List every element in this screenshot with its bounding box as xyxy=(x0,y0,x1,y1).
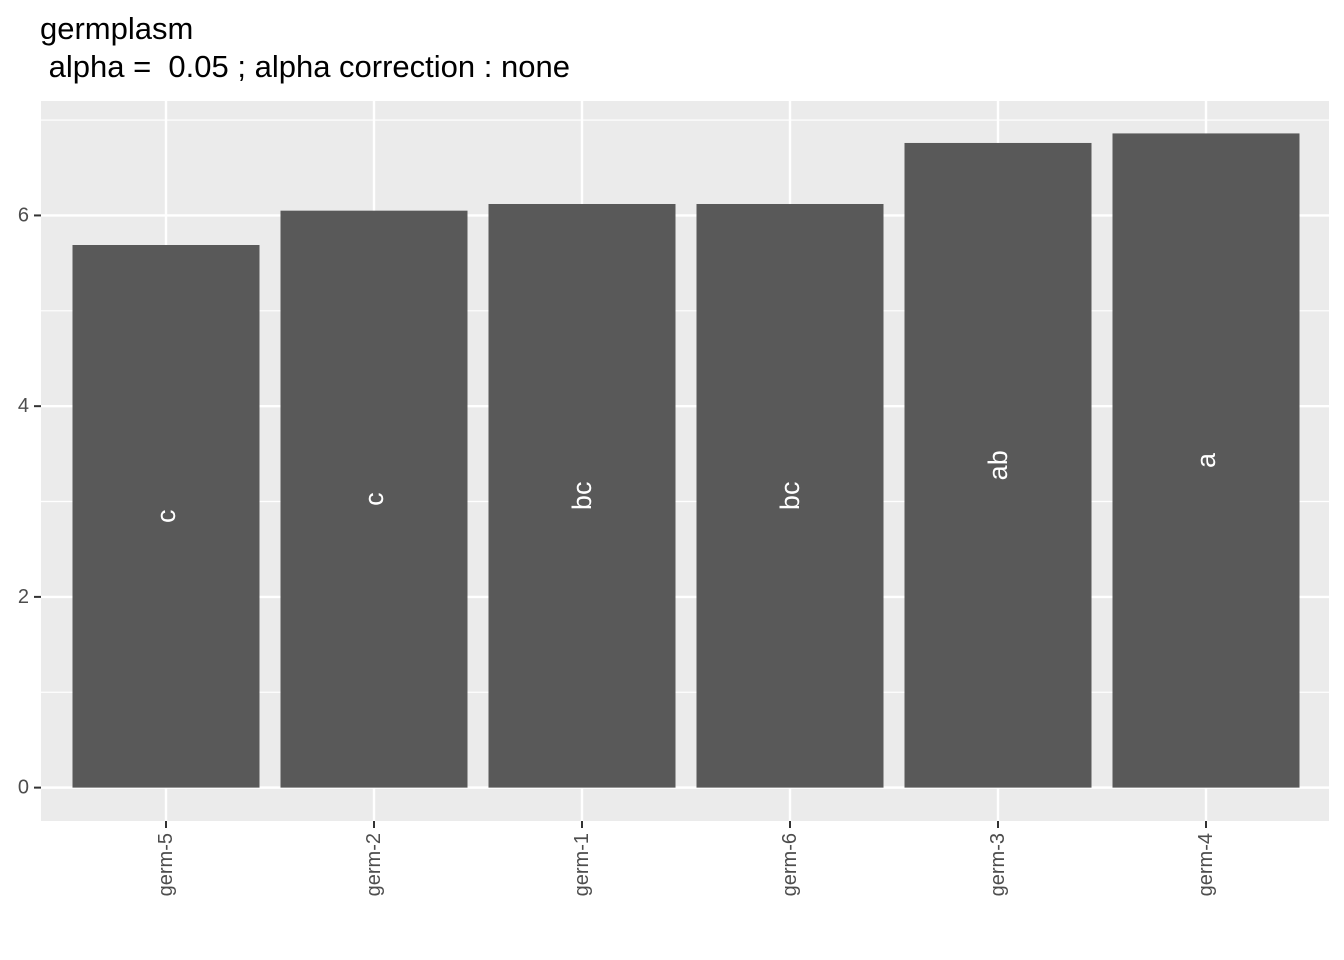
bar xyxy=(280,210,468,788)
x-tick-label: germ-4 xyxy=(1195,833,1217,896)
bars-layer: c c bc bc ab a xyxy=(72,133,1300,788)
x-tick-label: germ-2 xyxy=(363,833,385,896)
chart-subtitle: alpha = 0.05 ; alpha correction : none xyxy=(40,49,570,84)
bar-group-letter: ab xyxy=(983,450,1013,480)
bar xyxy=(696,203,884,788)
bar-group-letter: c xyxy=(151,510,181,524)
axis-layer: 0 2 4 6 germ-5 germ-2 germ-1 germ-6 germ-3 germ-4 xyxy=(18,204,1217,896)
bar xyxy=(1112,133,1300,788)
x-tick-label: germ-6 xyxy=(779,833,801,896)
y-tick-label: 0 xyxy=(18,777,29,799)
bar-group-letter: bc xyxy=(775,482,805,511)
bar-group-letter: a xyxy=(1191,452,1221,468)
chart-title: germplasm xyxy=(40,11,194,46)
x-tick-label: germ-5 xyxy=(155,833,177,896)
y-tick-label: 4 xyxy=(18,395,29,417)
bar xyxy=(904,142,1092,788)
bar xyxy=(488,203,676,788)
bar-group-letter: c xyxy=(359,492,389,506)
bar xyxy=(72,245,260,788)
y-tick-label: 6 xyxy=(18,204,29,226)
x-tick-label: germ-3 xyxy=(987,833,1009,896)
y-tick-label: 2 xyxy=(18,586,29,608)
bar-group-letter: bc xyxy=(567,482,597,511)
title-block: germplasm alpha = 0.05 ; alpha correctio… xyxy=(40,10,570,86)
x-tick-label: germ-1 xyxy=(571,833,593,896)
